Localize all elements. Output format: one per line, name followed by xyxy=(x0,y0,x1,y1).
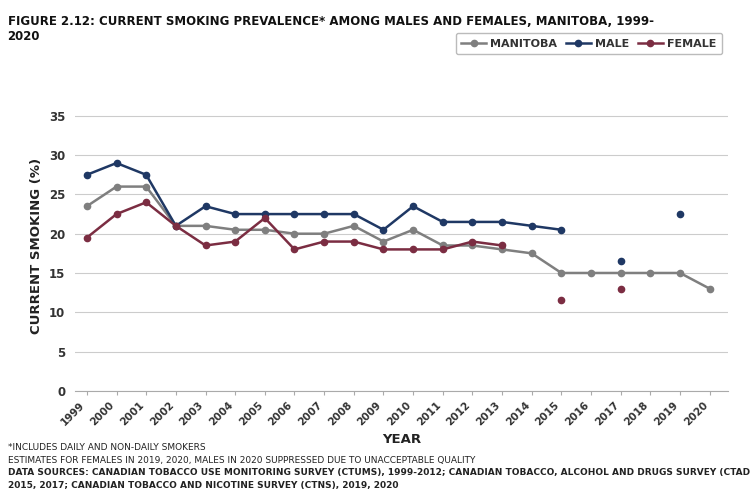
MALE xyxy=(142,172,151,178)
FEMALE xyxy=(201,242,210,248)
MALE xyxy=(112,160,121,166)
FEMALE xyxy=(320,238,328,244)
X-axis label: YEAR: YEAR xyxy=(382,433,421,446)
MANITOBA xyxy=(409,227,418,233)
FEMALE xyxy=(290,246,299,253)
MALE xyxy=(260,211,269,217)
MANITOBA xyxy=(350,223,358,229)
MANITOBA xyxy=(82,203,92,209)
MALE xyxy=(468,219,477,225)
Text: ESTIMATES FOR FEMALES IN 2019, 2020, MALES IN 2020 SUPPRESSED DUE TO UNACCEPTABL: ESTIMATES FOR FEMALES IN 2019, 2020, MAL… xyxy=(8,456,475,465)
MANITOBA xyxy=(586,270,596,276)
Legend: MANITOBA, MALE, FEMALE: MANITOBA, MALE, FEMALE xyxy=(456,33,722,54)
MANITOBA xyxy=(438,242,447,248)
Line: FEMALE: FEMALE xyxy=(84,199,506,253)
MANITOBA xyxy=(142,183,151,189)
MANITOBA xyxy=(676,270,685,276)
MALE xyxy=(409,203,418,209)
MANITOBA xyxy=(616,270,626,276)
MALE xyxy=(231,211,240,217)
MANITOBA xyxy=(231,227,240,233)
FEMALE xyxy=(438,246,447,253)
FEMALE xyxy=(112,211,121,217)
MANITOBA xyxy=(468,242,477,248)
MALE xyxy=(320,211,328,217)
MANITOBA xyxy=(379,238,388,244)
Text: 2015, 2017; CANADIAN TOBACCO AND NICOTINE SURVEY (CTNS), 2019, 2020: 2015, 2017; CANADIAN TOBACCO AND NICOTIN… xyxy=(8,481,398,490)
MANITOBA xyxy=(527,250,536,257)
MANITOBA xyxy=(705,286,714,292)
MALE xyxy=(557,227,566,233)
MALE xyxy=(82,172,92,178)
Text: FIGURE 2.12: CURRENT SMOKING PREVALENCE* AMONG MALES AND FEMALES, MANITOBA, 1999: FIGURE 2.12: CURRENT SMOKING PREVALENCE*… xyxy=(8,15,653,43)
MANITOBA xyxy=(290,230,299,236)
MANITOBA xyxy=(201,223,210,229)
MANITOBA xyxy=(497,246,506,253)
FEMALE xyxy=(82,234,92,240)
MALE xyxy=(497,219,506,225)
MALE xyxy=(379,227,388,233)
FEMALE xyxy=(350,238,358,244)
FEMALE xyxy=(409,246,418,253)
MALE xyxy=(438,219,447,225)
Line: MALE: MALE xyxy=(84,160,565,233)
Text: DATA SOURCES: CANADIAN TOBACCO USE MONITORING SURVEY (CTUMS), 1999-2012; CANADIA: DATA SOURCES: CANADIAN TOBACCO USE MONIT… xyxy=(8,468,750,477)
MALE xyxy=(201,203,210,209)
FEMALE xyxy=(171,223,180,229)
FEMALE xyxy=(231,238,240,244)
MALE xyxy=(171,223,180,229)
MALE xyxy=(527,223,536,229)
FEMALE xyxy=(468,238,477,244)
Line: MANITOBA: MANITOBA xyxy=(84,183,712,292)
MANITOBA xyxy=(320,230,328,236)
Text: *INCLUDES DAILY AND NON-DAILY SMOKERS: *INCLUDES DAILY AND NON-DAILY SMOKERS xyxy=(8,443,205,452)
MALE xyxy=(350,211,358,217)
MALE xyxy=(290,211,299,217)
MANITOBA xyxy=(557,270,566,276)
MANITOBA xyxy=(260,227,269,233)
FEMALE xyxy=(497,242,506,248)
Y-axis label: CURRENT SMOKING (%): CURRENT SMOKING (%) xyxy=(30,157,44,334)
FEMALE xyxy=(142,199,151,205)
MANITOBA xyxy=(171,223,180,229)
MANITOBA xyxy=(112,183,121,189)
MANITOBA xyxy=(646,270,655,276)
FEMALE xyxy=(260,215,269,221)
FEMALE xyxy=(379,246,388,253)
